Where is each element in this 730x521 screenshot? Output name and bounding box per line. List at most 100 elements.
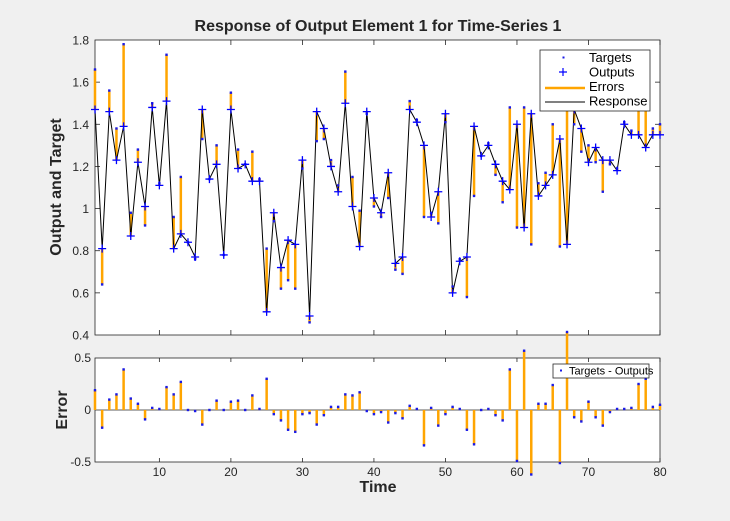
error-marker [272,412,275,416]
error-marker [444,412,447,416]
response-line [94,101,660,317]
target-marker [286,279,290,282]
error-marker [580,420,583,423]
target-marker [336,184,340,187]
target-marker [530,243,533,246]
output-marker [369,194,378,203]
error-marker [258,407,261,411]
output-marker [241,160,250,169]
target-marker [544,171,547,174]
output-marker [112,156,121,165]
output-marker [505,185,514,194]
error-marker [544,402,547,405]
error-marker [329,405,333,409]
error-marker [551,383,554,387]
output-markers [91,97,664,321]
error-marker [608,410,612,414]
target-marker [379,215,383,219]
error-marker [158,407,161,411]
target-marker [508,106,512,109]
output-marker [462,253,471,262]
output-marker [391,259,400,268]
response-y-tick-label: 1 [82,202,89,216]
error-marker [308,411,311,415]
target-marker [122,43,125,46]
target-marker [172,215,175,219]
response-y-tick-label: 1.8 [72,34,89,48]
output-marker [291,240,300,249]
output-marker [441,109,450,118]
response-y-tick-label: 0.4 [72,329,89,343]
output-marker [248,177,257,186]
error-x-tick-label: 50 [439,465,453,479]
response-y-axis-label: Output and Target [48,118,65,256]
response-axes: 0.4 0.6 0.8 1 1.2 1.4 1.6 1.8 Response of Outpu… [48,18,664,343]
target-marker [465,295,469,299]
error-marker [623,407,626,411]
output-marker [262,307,271,316]
error-x-tick-label: 10 [153,465,167,479]
target-marker [558,245,562,248]
legend-outputs-label: Outputs [589,65,635,80]
error-marker [186,408,190,412]
output-marker [169,244,178,253]
error-marker [344,393,347,396]
target-marker [308,321,311,324]
error-marker [251,394,254,397]
legend-targets-label: Targets [589,50,632,65]
target-marker [236,148,240,151]
response-y-tick-label: 1.4 [72,118,89,132]
error-marker [530,473,533,476]
error-marker [301,412,304,416]
response-y-ticks: 0.4 0.6 0.8 1 1.2 1.4 1.6 1.8 [72,34,660,343]
error-marker [365,409,368,413]
error-axes: -0.5 0 0.5 10 20 30 40 50 60 70 80 Time Error Tar… [54,330,667,496]
error-marker [522,349,526,352]
target-marker [251,150,254,153]
error-marker [136,402,140,405]
output-marker [470,122,479,131]
target-marker [551,123,554,126]
target-marker [387,196,390,200]
error-marker [358,391,361,394]
error-marker [236,399,240,402]
chart-title: Response of Output Element 1 for Time-Se… [195,18,562,35]
target-marker [501,201,504,204]
target-marker [93,68,97,71]
output-marker [141,202,150,211]
error-marker [93,389,97,392]
target-marker [351,175,354,179]
response-y-tick-label: 1.6 [72,76,89,90]
legend-targets-marker [562,56,565,59]
error-marker [122,368,125,371]
target-marker [537,182,540,185]
error-marker [115,393,118,396]
error-y-axis-label: Error [54,390,71,429]
target-marker [630,129,633,132]
output-marker [641,143,650,152]
error-marker [487,407,490,411]
target-marker [344,70,347,73]
target-marker [329,158,333,162]
output-marker [419,141,428,150]
output-marker [377,208,386,217]
error-marker [394,411,397,415]
output-marker [269,208,278,217]
output-marker [98,244,107,253]
output-marker [598,156,607,165]
error-marker [165,385,168,389]
error-marker [422,444,426,447]
output-marker [319,124,328,133]
error-marker [644,377,647,380]
output-marker [355,242,364,251]
output-marker [183,238,192,247]
error-x-tick-label: 70 [582,465,596,479]
output-marker [455,257,464,266]
response-polyline [94,101,660,317]
error-marker [322,414,326,417]
error-marker [458,407,461,411]
output-marker [477,151,486,160]
target-marker [143,224,147,227]
error-x-tick-label: 40 [367,465,381,479]
